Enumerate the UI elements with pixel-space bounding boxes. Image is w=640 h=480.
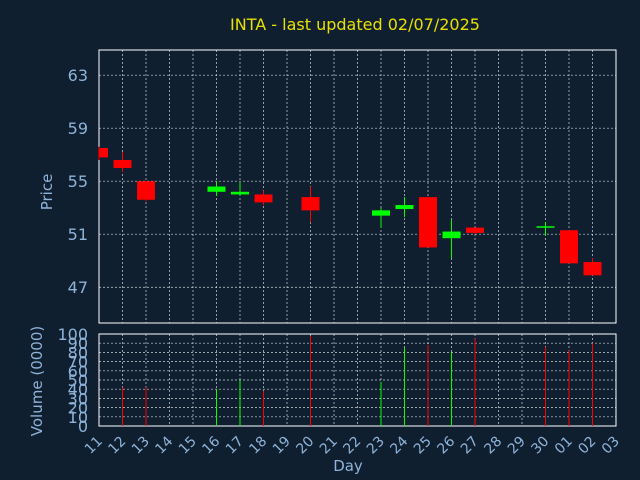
x-tick-label: 19 — [270, 434, 294, 458]
candle-body — [231, 191, 249, 195]
price-tick-labels: 47 51 55 59 63 — [68, 66, 88, 297]
candle — [113, 152, 132, 172]
x-tick-label: 03 — [599, 434, 623, 458]
volume-tick-label: 0 — [78, 417, 88, 436]
candle — [301, 186, 320, 223]
candle — [231, 182, 249, 196]
price-tick-label: 63 — [68, 66, 88, 85]
x-tick-label: 17 — [223, 434, 247, 458]
volume-tick-label: 90 — [68, 334, 88, 353]
price-tick-label: 47 — [68, 278, 88, 297]
candle-body — [207, 186, 226, 192]
candle — [536, 222, 555, 236]
x-axis-title: Day — [333, 457, 363, 475]
x-tick-label: 23 — [364, 434, 388, 458]
candle — [583, 258, 602, 276]
candle — [560, 230, 578, 264]
x-tick-label: 21 — [317, 434, 341, 458]
volume-grid — [98, 333, 617, 427]
x-tick-label: 24 — [387, 433, 411, 457]
chart-title: INTA - last updated 02/07/2025 — [230, 15, 480, 34]
x-tick-label: 11 — [82, 434, 106, 458]
x-tick-label: 01 — [552, 434, 576, 458]
x-tick-label: 20 — [293, 434, 317, 458]
volume-tick-label: 60 — [68, 362, 88, 381]
price-tick-label: 55 — [68, 172, 88, 191]
volume-bars — [122, 335, 593, 426]
volume-tick-label: 30 — [68, 389, 88, 408]
candle-body — [113, 159, 132, 168]
candle — [207, 181, 226, 196]
x-tick-label: 12 — [105, 434, 129, 458]
candle-body — [466, 227, 484, 233]
x-tick-label: 25 — [411, 434, 435, 458]
x-tick-label: 22 — [340, 434, 364, 458]
candle-body — [442, 231, 461, 239]
x-tick-labels: 11 12 13 14 15 16 17 18 19 20 21 22 23 24 25 26 27 28 29 30… — [82, 433, 623, 457]
volume-tick-label: 70 — [68, 353, 88, 372]
candle — [419, 197, 437, 248]
candle — [98, 146, 108, 160]
candle-body — [99, 148, 108, 158]
candle-body — [419, 197, 437, 248]
candle — [442, 219, 461, 259]
price-axis-title: Price — [38, 174, 56, 211]
price-grid — [99, 50, 616, 323]
candle-body — [395, 205, 414, 210]
candle-body — [560, 230, 578, 264]
candle — [466, 227, 484, 235]
candle-body — [301, 197, 320, 211]
candle-body — [254, 194, 273, 203]
candle — [254, 190, 273, 206]
x-tick-label: 29 — [505, 434, 529, 458]
x-tick-label: 26 — [434, 433, 458, 457]
x-tick-label: 14 — [152, 433, 176, 457]
candles — [98, 146, 602, 276]
x-tick-label: 13 — [129, 434, 153, 458]
volume-axis-title: Volume (0000) — [28, 326, 46, 436]
x-tick-label: 27 — [458, 434, 482, 458]
x-tick-label: 28 — [481, 434, 505, 458]
candle-body — [583, 262, 602, 276]
volume-tick-label: 10 — [68, 408, 88, 427]
x-tick-label: 16 — [199, 433, 223, 457]
volume-tick-label: 80 — [68, 343, 88, 362]
x-tick-label: 18 — [246, 434, 270, 458]
candle — [137, 181, 155, 202]
volume-tick-label: 40 — [68, 380, 88, 399]
volume-tick-label: 50 — [68, 371, 88, 390]
candle-body — [372, 210, 390, 216]
x-tick-label: 15 — [176, 434, 200, 458]
price-tick-label: 51 — [68, 225, 88, 244]
x-tick-label: 30 — [528, 434, 552, 458]
price-panel: 47 51 55 59 63 Price — [38, 49, 617, 324]
volume-tick-label: 20 — [68, 399, 88, 418]
price-tick-label: 59 — [68, 119, 88, 138]
candle-body — [536, 226, 555, 228]
candle-body — [137, 181, 155, 200]
volume-tick-label: 100 — [57, 325, 88, 344]
candle — [395, 197, 414, 217]
x-tick-label: 02 — [575, 434, 599, 458]
candle — [372, 207, 390, 228]
